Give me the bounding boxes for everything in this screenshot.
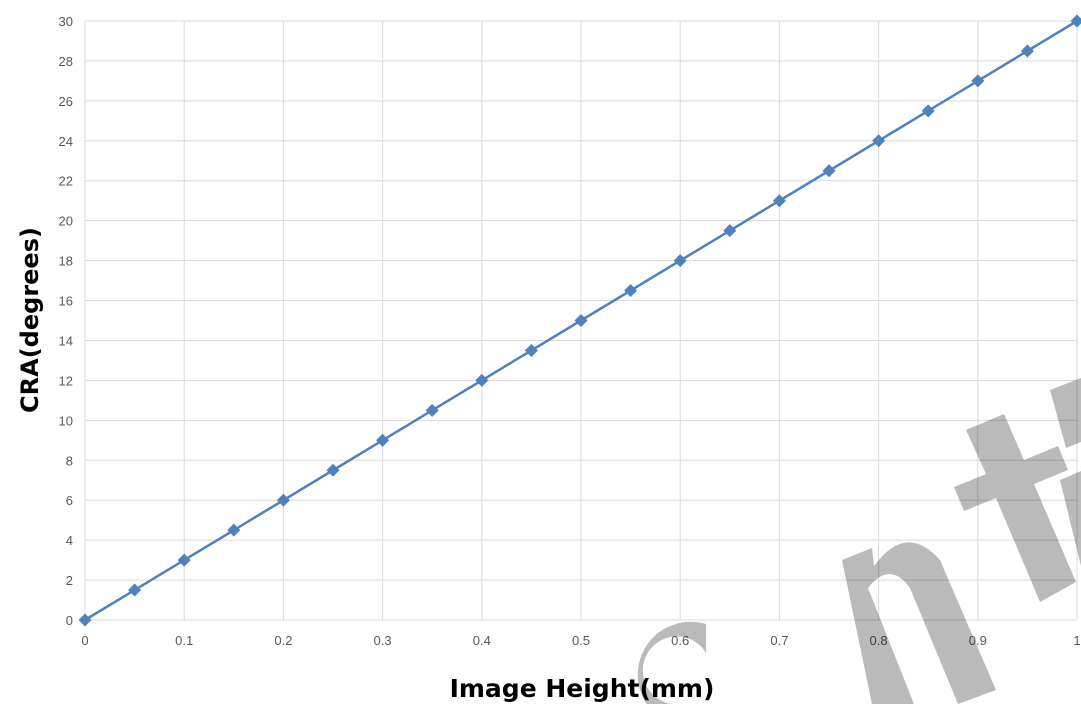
data-point-marker	[524, 343, 538, 357]
x-tick-labels: 0 0.1 0.2 0.3 0.4 0.5 0.6 0.7 0.8 0.9 1	[81, 633, 1080, 648]
data-point-marker	[78, 613, 92, 627]
y-tick-label: 2	[66, 573, 73, 588]
gridlines	[84, 20, 1078, 621]
x-tick-label: 0	[81, 633, 88, 648]
x-tick-label: 0.4	[473, 633, 491, 648]
y-tick-label: 12	[59, 373, 73, 388]
y-tick-label: 18	[59, 254, 73, 269]
y-tick-label: 24	[59, 134, 73, 149]
data-point-marker	[1070, 14, 1081, 28]
watermark	[637, 378, 1081, 704]
data-point-marker	[326, 463, 340, 477]
data-point-marker	[921, 104, 935, 118]
y-tick-label: 20	[59, 214, 73, 229]
y-tick-label: 0	[66, 613, 73, 628]
y-tick-label: 8	[66, 453, 73, 468]
y-tick-label: 22	[59, 174, 73, 189]
data-point-marker	[475, 373, 489, 387]
y-tick-label: 30	[59, 14, 73, 29]
data-point-marker	[574, 314, 588, 327]
y-tick-label: 26	[59, 94, 73, 109]
y-tick-label: 4	[66, 533, 73, 548]
x-tick-label: 0.8	[870, 633, 888, 648]
data-point-marker	[128, 583, 142, 597]
data-point-marker	[872, 134, 886, 148]
series	[78, 14, 1081, 627]
data-point-marker	[376, 433, 390, 447]
y-tick-label: 10	[59, 413, 73, 428]
x-tick-label: 0.2	[274, 633, 292, 648]
x-tick-label: 0.3	[374, 633, 392, 648]
x-tick-label: 0.1	[175, 633, 193, 648]
data-point-marker	[227, 523, 241, 537]
y-tick-label: 16	[59, 294, 73, 309]
y-axis-title: CRA(degrees)	[16, 227, 44, 413]
x-tick-label: 0.9	[969, 633, 987, 648]
data-point-marker	[1020, 44, 1034, 58]
data-point-marker	[673, 254, 687, 268]
data-point-marker	[723, 224, 737, 238]
y-tick-label: 28	[59, 54, 73, 69]
data-point-marker	[624, 284, 638, 298]
data-point-marker	[276, 493, 290, 507]
y-tick-label: 6	[66, 493, 73, 508]
x-tick-label: 0.7	[770, 633, 788, 648]
y-tick-label: 14	[59, 333, 73, 348]
data-point-marker	[425, 403, 439, 417]
x-tick-label: 0.5	[572, 633, 590, 648]
x-axis-title: Image Height(mm)	[450, 674, 715, 703]
x-tick-label: 0.6	[671, 633, 689, 648]
data-point-marker	[177, 553, 191, 567]
data-point-marker	[772, 194, 786, 208]
data-point-marker	[822, 164, 836, 178]
x-tick-label: 1	[1073, 633, 1080, 648]
data-point-marker	[971, 74, 985, 88]
